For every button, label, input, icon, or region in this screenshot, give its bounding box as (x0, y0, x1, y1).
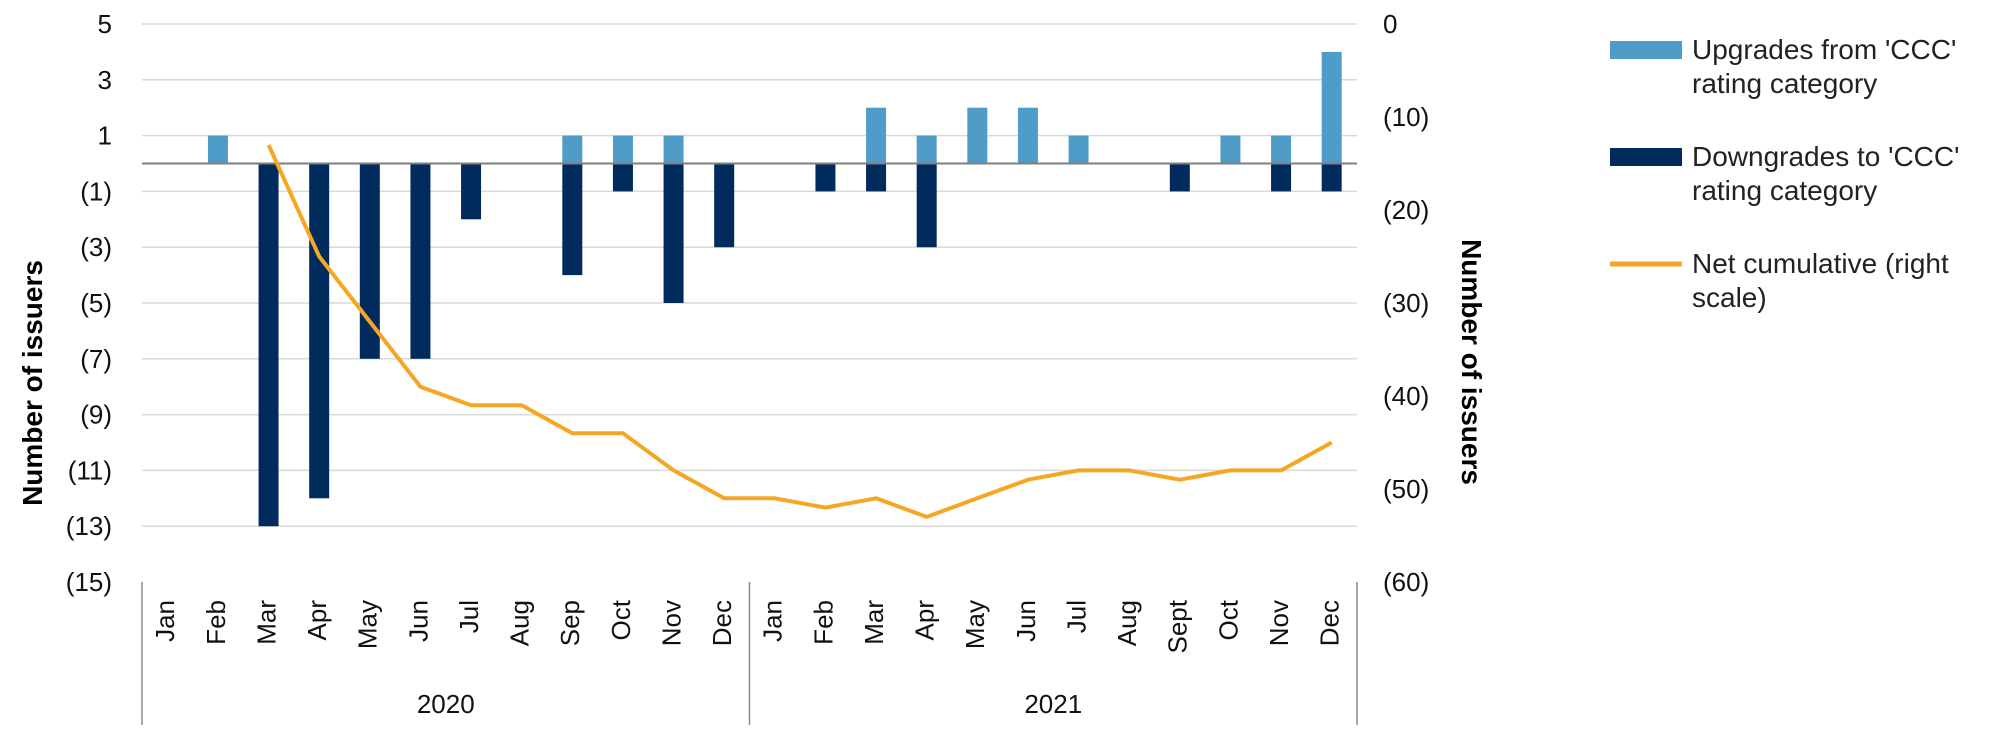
upgrade-bar (1068, 135, 1089, 164)
x-month-label: Aug (1112, 600, 1142, 646)
downgrade-bar (258, 163, 279, 527)
legend-label: Net cumulative (right scale) (1692, 248, 1949, 313)
upgrade-bar (612, 135, 633, 164)
downgrade-bar (1321, 163, 1342, 192)
y-right-tick-label: (20) (1383, 195, 1429, 225)
downgrade-bar (309, 163, 330, 499)
x-month-label: May (960, 600, 990, 649)
downgrade-bar (866, 163, 887, 192)
y-left-tick-label: (3) (80, 232, 112, 262)
bars (207, 51, 1342, 527)
x-year-label: 2021 (1024, 689, 1082, 719)
axes: 5 3 1 (1) (3) (5) (7) (9) (11) (13) (15) 0 (10) (20) (… (17, 9, 1487, 725)
gridlines (142, 23, 1357, 527)
downgrade-bar (916, 163, 937, 248)
downgrade-bar (663, 163, 684, 303)
x-month-label: Jun (403, 600, 433, 642)
upgrade-bar (866, 107, 887, 164)
x-month-label: Mar (859, 600, 889, 645)
y-left-tick-label: (1) (80, 176, 112, 206)
y-left-tick-label: (13) (66, 511, 112, 541)
x-month-label: Apr (910, 600, 940, 641)
legend-swatch-downgrades (1610, 148, 1682, 166)
x-month-label: Sept (1163, 599, 1193, 653)
y-right-tick-label: (50) (1383, 474, 1429, 504)
y-left-tick-label: (7) (80, 344, 112, 374)
downgrade-bar (410, 163, 431, 359)
downgrade-bar (714, 163, 735, 248)
y-left-tick-label: (5) (80, 288, 112, 318)
y-right-tick-label: (30) (1383, 288, 1429, 318)
downgrade-bar (461, 163, 482, 220)
x-month-label: Dec (1315, 600, 1345, 646)
y-left-tick-label: (11) (68, 455, 112, 485)
y-right-tick-label: (60) (1383, 567, 1429, 597)
upgrade-bar (967, 107, 988, 164)
upgrade-bar (1017, 107, 1038, 164)
y-right-axis-title: Number of issuers (1456, 239, 1487, 485)
x-month-label: Feb (201, 600, 231, 645)
net-cumulative-line (266, 144, 1333, 519)
upgrade-bar (1271, 135, 1292, 164)
x-month-label: Jul (454, 600, 484, 633)
x-month-label: Sep (555, 600, 585, 646)
y-right-tick-label: 0 (1383, 9, 1397, 39)
y-right-tick-label: (10) (1383, 102, 1429, 132)
upgrade-bar (663, 135, 684, 164)
x-month-label: Mar (251, 600, 281, 645)
upgrade-bar (1321, 51, 1342, 164)
y-right-tick-label: (40) (1383, 381, 1429, 411)
upgrade-bar (916, 135, 937, 164)
legend-swatch-upgrades (1610, 41, 1682, 59)
x-month-label: Jan (758, 600, 788, 642)
x-month-label: May (353, 600, 383, 649)
net-cumulative-polyline (266, 144, 1333, 519)
legend: Upgrades from 'CCC' rating category Downgr… (1610, 34, 1959, 313)
y-left-tick-label: 1 (98, 121, 112, 151)
downgrade-bar (1169, 163, 1190, 192)
y-left-tick-label: 5 (98, 9, 112, 39)
legend-label: Upgrades from 'CCC' rating category (1692, 34, 1956, 99)
x-month-label: Feb (808, 600, 838, 645)
x-month-label: Jun (1011, 600, 1041, 642)
downgrade-bar (562, 163, 583, 276)
upgrade-bar (562, 135, 583, 164)
x-month-label: Aug (505, 600, 535, 646)
legend-label: Downgrades to 'CCC' rating category (1692, 141, 1959, 206)
x-month-label: Jan (150, 600, 180, 642)
x-month-label: Oct (1213, 599, 1243, 640)
x-year-label: 2020 (417, 689, 475, 719)
y-left-tick-label: (9) (80, 400, 112, 430)
downgrade-bar (815, 163, 836, 192)
x-month-label: Apr (302, 600, 332, 641)
x-month-label: Oct (606, 599, 636, 640)
x-month-label: Nov (1264, 600, 1294, 646)
y-left-axis-title: Number of issuers (17, 260, 48, 506)
downgrade-bar (1271, 163, 1292, 192)
upgrade-bar (207, 135, 228, 164)
x-month-label: Nov (656, 600, 686, 646)
y-left-tick-label: (15) (66, 567, 112, 597)
x-month-label: Dec (707, 600, 737, 646)
upgrade-bar (1220, 135, 1241, 164)
x-month-label: Jul (1061, 600, 1091, 633)
downgrade-bar (612, 163, 633, 192)
downgrade-bar (359, 163, 380, 359)
y-left-tick-label: 3 (98, 65, 112, 95)
